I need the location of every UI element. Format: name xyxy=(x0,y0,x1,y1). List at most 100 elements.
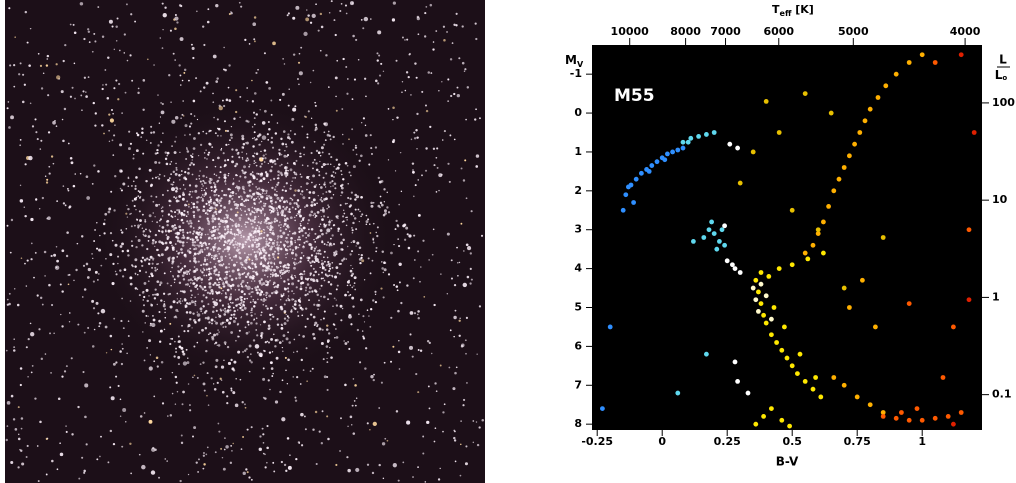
star xyxy=(249,189,252,192)
star xyxy=(56,75,60,79)
star xyxy=(350,213,353,216)
star xyxy=(182,192,184,194)
star xyxy=(53,163,55,165)
star xyxy=(219,105,221,107)
star xyxy=(10,252,12,254)
star xyxy=(120,398,122,400)
star xyxy=(325,275,327,277)
star xyxy=(135,273,136,274)
star xyxy=(13,64,15,66)
star xyxy=(253,271,255,273)
star xyxy=(115,25,117,27)
star xyxy=(377,226,379,228)
star-point xyxy=(868,402,873,407)
star xyxy=(274,163,276,165)
star xyxy=(173,181,175,183)
star xyxy=(131,185,133,187)
star xyxy=(164,308,166,310)
star xyxy=(274,345,276,347)
star xyxy=(330,227,332,229)
star xyxy=(273,269,276,272)
star xyxy=(359,160,361,162)
star xyxy=(321,285,323,287)
star xyxy=(199,242,202,245)
star xyxy=(408,76,410,78)
star xyxy=(422,240,424,242)
star xyxy=(193,248,195,250)
star xyxy=(125,213,127,215)
star-point xyxy=(860,278,865,283)
star xyxy=(159,225,160,226)
star xyxy=(118,83,120,85)
star xyxy=(171,267,173,269)
star xyxy=(261,279,263,281)
star xyxy=(7,304,9,306)
star xyxy=(320,229,323,232)
star xyxy=(196,178,198,180)
star xyxy=(44,251,47,254)
star xyxy=(142,153,144,155)
star xyxy=(417,250,419,252)
star xyxy=(427,340,429,342)
star xyxy=(197,311,198,312)
star xyxy=(149,420,153,424)
star xyxy=(311,254,313,256)
star xyxy=(315,3,317,5)
star xyxy=(128,147,131,150)
star xyxy=(323,358,325,360)
star xyxy=(425,147,427,149)
star xyxy=(229,200,231,202)
star xyxy=(161,241,164,244)
star xyxy=(233,313,235,315)
star xyxy=(287,298,289,300)
star xyxy=(208,243,210,245)
star xyxy=(234,255,237,258)
star xyxy=(156,356,159,359)
star xyxy=(246,298,247,299)
star xyxy=(358,254,359,255)
star xyxy=(181,213,184,216)
star xyxy=(264,52,266,54)
star xyxy=(40,297,42,299)
star xyxy=(251,426,253,428)
star xyxy=(220,210,222,212)
star xyxy=(265,292,268,295)
star xyxy=(129,54,131,56)
star xyxy=(372,472,374,474)
star xyxy=(30,258,32,260)
star xyxy=(399,281,401,283)
star xyxy=(349,253,351,255)
star xyxy=(213,266,216,269)
star-point xyxy=(883,83,888,88)
star xyxy=(162,47,164,49)
star-point xyxy=(764,321,769,326)
star xyxy=(223,152,225,154)
star xyxy=(410,94,412,96)
star xyxy=(290,276,292,278)
star xyxy=(312,280,314,282)
star xyxy=(260,210,262,212)
star xyxy=(462,25,464,27)
star xyxy=(302,194,303,195)
star xyxy=(370,202,373,205)
star xyxy=(217,248,220,251)
star xyxy=(254,313,255,314)
star xyxy=(176,302,178,304)
star xyxy=(327,298,329,300)
star xyxy=(256,113,258,115)
star xyxy=(108,113,110,115)
star xyxy=(431,353,432,354)
star xyxy=(356,242,359,245)
star xyxy=(121,189,123,191)
star xyxy=(244,206,246,208)
star xyxy=(144,219,146,221)
star xyxy=(365,125,366,126)
star xyxy=(449,181,451,183)
star xyxy=(209,210,211,212)
star xyxy=(350,265,351,266)
star xyxy=(233,117,235,119)
star xyxy=(323,223,325,225)
star xyxy=(255,138,257,140)
star xyxy=(298,236,300,238)
star xyxy=(256,317,258,319)
